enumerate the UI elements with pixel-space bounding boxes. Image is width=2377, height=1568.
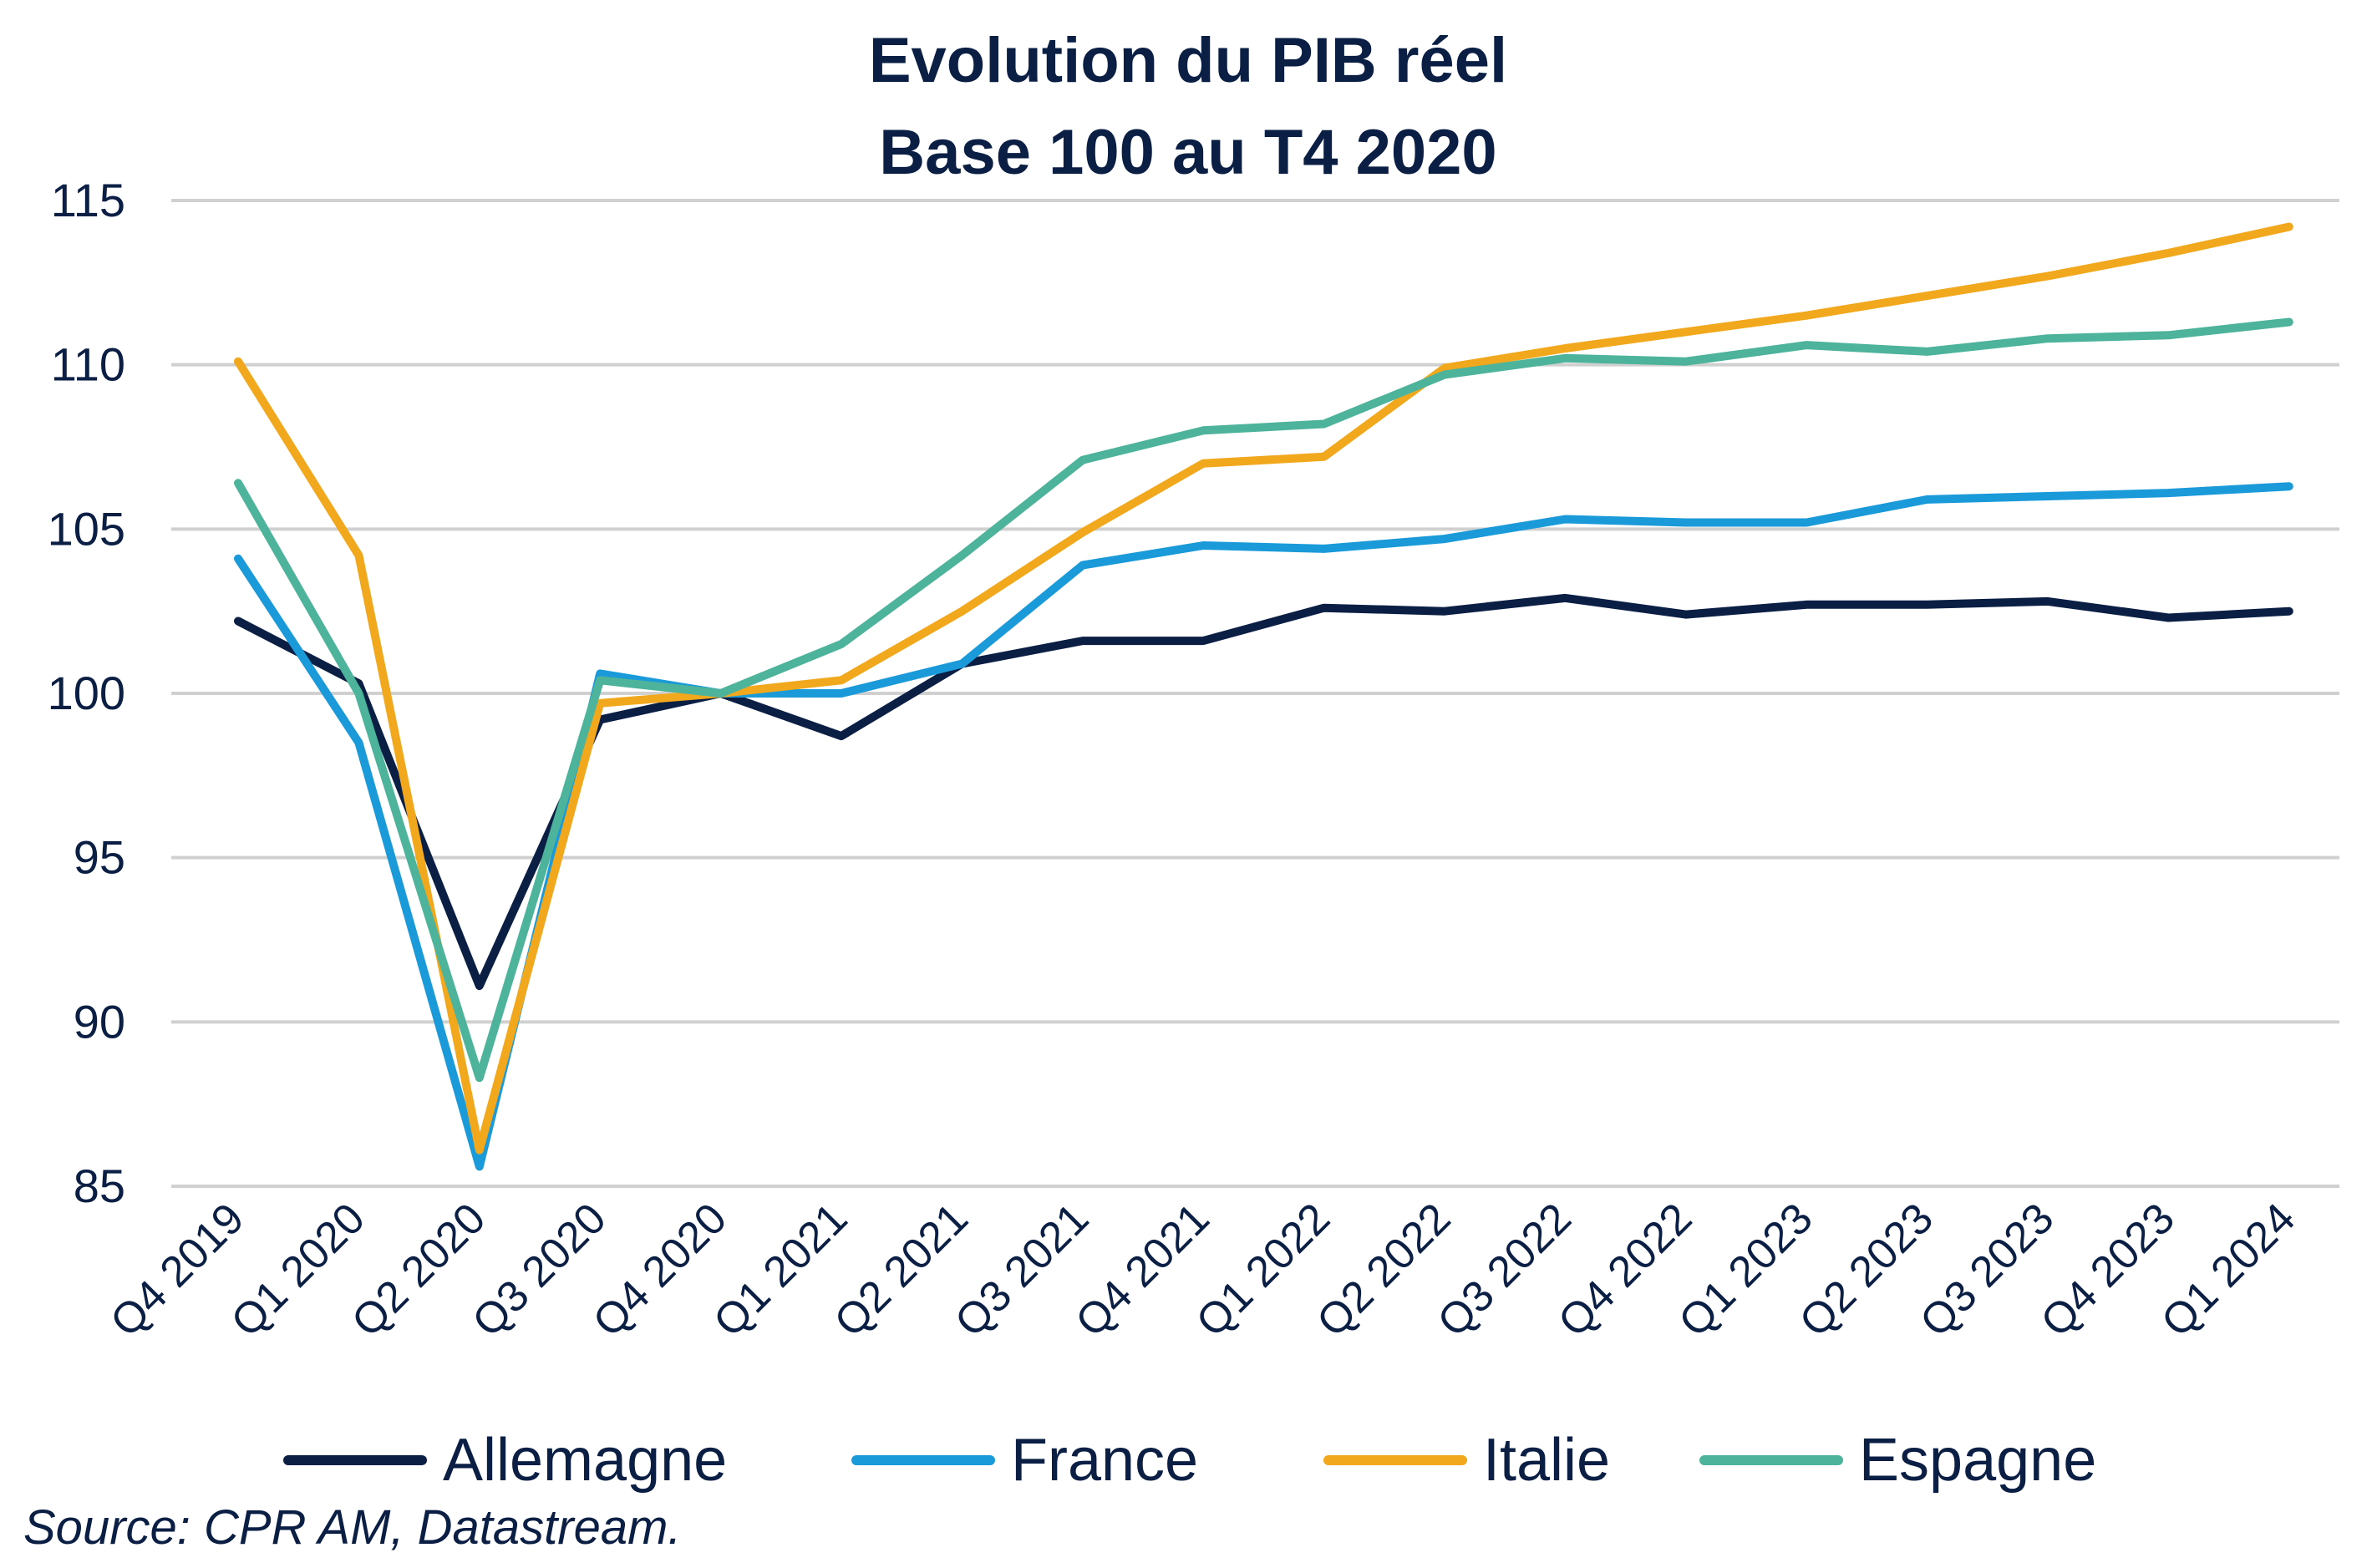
x-tick-label: Q2 2023: [1790, 1194, 1943, 1346]
series-line-espagne: [234, 317, 2293, 1083]
legend-label-allemagne: Allemagne: [443, 1427, 727, 1494]
y-tick-label: 85: [74, 1160, 125, 1212]
x-tick-label: Q4 2019: [101, 1194, 253, 1346]
legend-label-italie: Italie: [1483, 1427, 1610, 1494]
x-tick-label: Q4 2022: [1549, 1194, 1701, 1346]
y-axis-ticks: 85 90 95 100 105 110 115: [48, 174, 125, 1212]
series-line-allemagne: [234, 593, 2293, 991]
legend-label-espagne: Espagne: [1859, 1427, 2096, 1494]
y-tick-label: 110: [51, 338, 125, 391]
x-tick-label: Q2 2021: [825, 1194, 978, 1346]
y-tick-label: 100: [48, 667, 125, 719]
x-tick-label: Q4 2023: [2032, 1194, 2184, 1346]
x-tick-label: Q3 2022: [1429, 1194, 1581, 1346]
x-tick-label: Q1 2022: [1187, 1194, 1339, 1346]
legend-label-france: France: [1011, 1427, 1198, 1494]
x-tick-label: Q4 2020: [584, 1194, 736, 1346]
x-tick-label: Q4 2021: [1067, 1194, 1219, 1346]
legend: Allemagne France Italie Espagne: [283, 1427, 2096, 1494]
series-line-italie: [234, 222, 2293, 1154]
x-tick-label: Q3 2020: [464, 1194, 616, 1346]
y-tick-label: 115: [51, 174, 125, 226]
series-line-france: [234, 482, 2293, 1171]
chart-subtitle: Base 100 au T4 2020: [879, 117, 1496, 188]
source-note: Source: CPR AM, Datastream.: [23, 1500, 682, 1555]
x-tick-label: Q2 2022: [1308, 1194, 1460, 1346]
x-tick-label: Q1 2021: [704, 1194, 856, 1346]
series-lines: [234, 222, 2293, 1171]
chart-title: Evolution du PIB réel: [869, 25, 1507, 96]
x-tick-label: Q2 2020: [343, 1194, 495, 1346]
x-tick-label: Q1 2023: [1670, 1194, 1822, 1346]
gridlines: [171, 199, 2339, 1188]
y-tick-label: 90: [74, 995, 125, 1048]
x-tick-label: Q3 2023: [1911, 1194, 2063, 1346]
x-tick-label: Q3 2021: [946, 1194, 1098, 1346]
y-tick-label: 95: [74, 831, 125, 884]
x-tick-label: Q1 2020: [222, 1194, 374, 1346]
x-tick-label: Q1 2024: [2152, 1194, 2304, 1346]
y-tick-label: 105: [48, 502, 125, 555]
